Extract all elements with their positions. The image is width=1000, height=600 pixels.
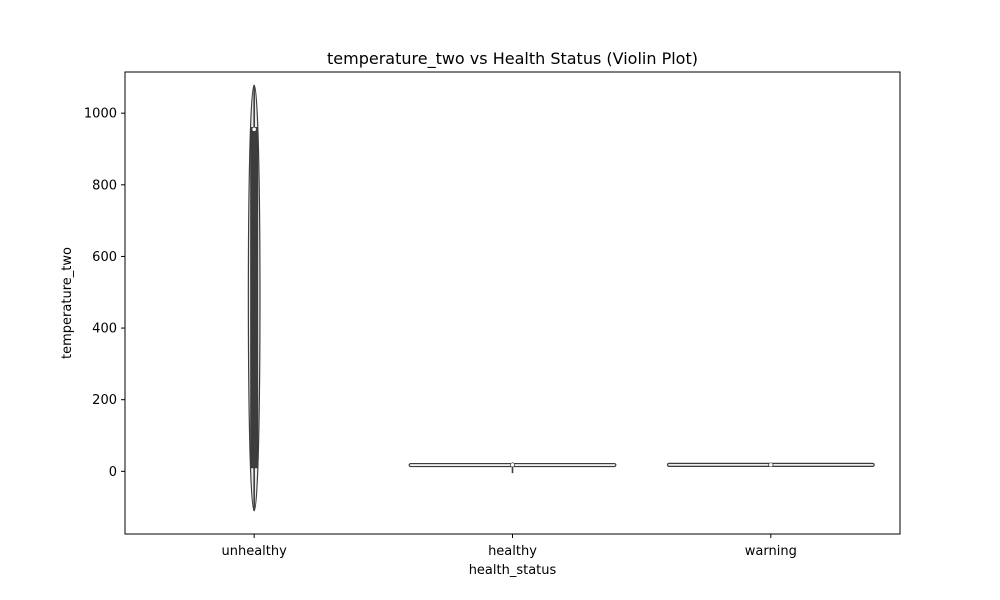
median-marker (769, 463, 773, 467)
x-axis-label: health_status (469, 563, 557, 578)
y-tick-label: 400 (92, 322, 117, 337)
x-tick-label: warning (745, 544, 797, 559)
y-axis-label: temperature_two (60, 247, 75, 359)
y-tick-label: 600 (92, 250, 117, 265)
x-axis: unhealthy healthy warning (222, 534, 797, 559)
x-tick-label: healthy (488, 544, 537, 559)
violin-warning (666, 462, 875, 467)
y-axis: 0 200 400 600 800 1000 (84, 107, 125, 480)
median-marker (510, 463, 515, 467)
y-tick-label: 800 (92, 178, 117, 193)
x-tick-label: unhealthy (222, 544, 288, 559)
y-tick-label: 0 (109, 465, 117, 480)
y-tick-label: 1000 (84, 107, 117, 122)
chart-title: temperature_two vs Health Status (Violin… (327, 49, 698, 69)
iqr-box (250, 127, 259, 469)
y-tick-label: 200 (92, 393, 117, 408)
median-marker (252, 127, 256, 132)
violin-unhealthy (247, 84, 261, 512)
violins-layer (247, 84, 875, 512)
violin-healthy (408, 462, 617, 474)
